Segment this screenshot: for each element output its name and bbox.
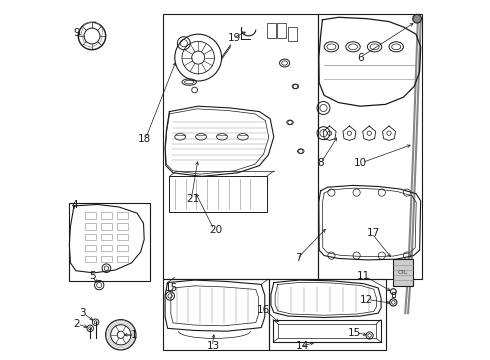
Text: 10: 10 [354,158,367,168]
Text: 21: 21 [186,194,199,204]
Text: 20: 20 [209,225,222,235]
Bar [101,234,112,240]
Bar [101,245,112,251]
Text: 13: 13 [207,341,220,351]
Bar [85,212,96,219]
Text: 16: 16 [257,305,270,315]
Text: 19: 19 [228,33,242,43]
Text: 11: 11 [357,271,370,282]
Text: 14: 14 [295,341,309,351]
Bar [163,279,269,350]
Text: 7: 7 [294,253,301,264]
Bar [69,203,149,281]
Bar [101,223,112,230]
Bar [117,234,128,240]
Text: 17: 17 [367,228,380,238]
Bar [392,259,414,286]
Bar [269,279,386,350]
Text: 9: 9 [73,28,79,38]
Text: 4: 4 [72,200,78,210]
Text: 15: 15 [348,328,361,338]
Text: 1: 1 [130,330,137,340]
Bar [163,14,318,279]
Text: 6: 6 [357,53,364,63]
Bar [85,223,96,230]
Text: 12: 12 [360,294,373,305]
Bar [117,256,128,262]
Bar [85,234,96,240]
Text: 5: 5 [90,271,96,282]
Bar [267,23,275,38]
Bar [318,14,422,279]
Text: 2: 2 [74,319,80,329]
Bar [85,256,96,262]
Bar [101,212,112,219]
Bar [392,292,395,297]
Bar [117,212,128,219]
Bar [85,245,96,251]
Bar [170,176,267,212]
Circle shape [413,14,421,23]
Text: 3: 3 [79,308,86,318]
Bar [277,23,286,38]
Text: 15: 15 [165,283,178,293]
Text: OIL: OIL [398,270,408,275]
Bar [117,245,128,251]
Text: 8: 8 [317,158,323,168]
Bar [101,256,112,262]
Bar [117,223,128,230]
Bar [288,27,297,41]
Text: 18: 18 [137,134,151,144]
